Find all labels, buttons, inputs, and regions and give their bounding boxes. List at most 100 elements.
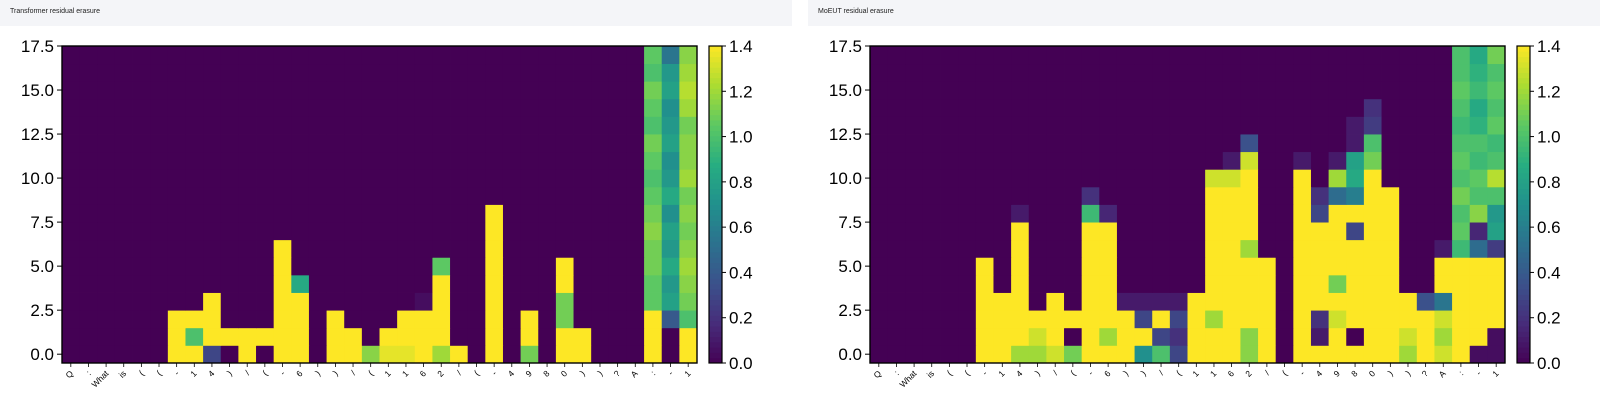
heatmap-cell	[940, 169, 959, 188]
heatmap-cell	[555, 134, 574, 153]
colorbar-tick-label: 0.6	[1537, 218, 1561, 237]
heatmap-cell	[273, 274, 292, 293]
heatmap-cell	[326, 151, 345, 170]
heatmap-cell	[167, 46, 186, 65]
colorbar-segment	[709, 230, 722, 237]
heatmap-cell	[1099, 46, 1118, 65]
heatmap-cell	[1046, 292, 1065, 311]
colorbar-segment	[709, 172, 722, 179]
heatmap-cell	[1011, 134, 1030, 153]
heatmap-cell	[975, 151, 994, 170]
heatmap-cell	[220, 134, 239, 153]
heatmap-cell	[626, 274, 645, 293]
heatmap-cell	[114, 310, 133, 329]
heatmap-cell	[97, 63, 116, 82]
colorbar-tick-label: 0.6	[729, 218, 753, 237]
heatmap-cell	[238, 292, 257, 311]
colorbar-segment	[1517, 178, 1530, 184]
heatmap-cell	[1011, 169, 1030, 188]
heatmap-cell	[361, 274, 380, 293]
heatmap-cell	[993, 151, 1012, 170]
heatmap-cell	[1240, 169, 1259, 188]
heatmap-cell	[1011, 345, 1030, 364]
heatmap-cell	[326, 257, 345, 276]
heatmap-cell	[1275, 274, 1294, 293]
heatmap-cell	[1258, 310, 1277, 329]
colorbar-segment	[1517, 98, 1530, 105]
x-tick-label: )	[1033, 368, 1042, 377]
heatmap-cell	[203, 151, 222, 170]
heatmap-cell	[1310, 81, 1330, 100]
heatmap-cell	[1222, 274, 1241, 293]
heatmap-cell	[1381, 186, 1400, 205]
heatmap-cell	[308, 257, 327, 276]
x-tick-label: )	[1139, 368, 1148, 377]
heatmap-cell	[1028, 310, 1047, 329]
heatmap-cell	[467, 63, 486, 82]
heatmap-cell	[1328, 222, 1347, 241]
heatmap-cell	[1346, 186, 1365, 205]
heatmap-cell	[679, 81, 698, 100]
heatmap-cell	[520, 274, 539, 293]
heatmap-cell	[1169, 292, 1188, 311]
heatmap-cell	[573, 310, 592, 329]
heatmap-cell	[1116, 151, 1135, 170]
colorbar-segment	[709, 114, 722, 121]
heatmap-cell	[79, 186, 98, 205]
heatmap-cell	[1469, 327, 1488, 346]
heatmap-cell	[555, 292, 574, 311]
heatmap-cell	[1381, 222, 1400, 241]
heatmap-cell	[870, 222, 889, 241]
x-tick-label: 1	[188, 368, 199, 379]
heatmap-cell	[626, 292, 645, 311]
heatmap-cell	[1416, 116, 1435, 135]
heatmap-cell	[326, 46, 345, 65]
heatmap-cell	[1381, 310, 1400, 329]
heatmap-cell	[326, 204, 345, 223]
heatmap-cell	[591, 239, 610, 258]
heatmap-cell	[626, 46, 645, 65]
heatmap-cell	[326, 239, 345, 258]
heatmap-cell	[1222, 98, 1241, 117]
heatmap-cell	[538, 239, 557, 258]
heatmap-cell	[1116, 204, 1135, 223]
heatmap-cell	[256, 239, 275, 258]
heatmap-cell	[150, 116, 169, 135]
heatmap-cell	[661, 151, 680, 170]
heatmap-cell	[1399, 169, 1418, 188]
heatmap-cell	[644, 46, 663, 65]
heatmap-cell	[1134, 345, 1153, 364]
colorbar-segment	[709, 67, 722, 73]
heatmap-cell	[922, 81, 941, 100]
colorbar-segment	[1517, 246, 1530, 253]
heatmap-cell	[1187, 46, 1206, 65]
heatmap-cell	[958, 310, 977, 329]
heatmap-cell	[870, 345, 889, 364]
heatmap-cell	[538, 186, 557, 205]
heatmap-cell	[1275, 292, 1294, 311]
heatmap-cell	[502, 98, 522, 117]
heatmap-cell	[1275, 63, 1294, 82]
heatmap-cell	[1046, 46, 1065, 65]
colorbar-segment	[1517, 230, 1530, 237]
heatmap-cell	[940, 116, 959, 135]
heatmap-cell	[555, 63, 574, 82]
heatmap-cell	[573, 345, 592, 364]
heatmap-cell	[1240, 46, 1259, 65]
heatmap-cell	[203, 169, 222, 188]
heatmap-cell	[291, 151, 310, 170]
heatmap-cell	[1028, 222, 1047, 241]
heatmap-cell	[1381, 134, 1400, 153]
heatmap-cell	[1134, 63, 1153, 82]
heatmap-cell	[1134, 222, 1153, 241]
heatmap-cell	[1081, 345, 1100, 364]
heatmap-cell	[1116, 63, 1135, 82]
heatmap-cell	[661, 169, 680, 188]
heatmap-cell	[1399, 239, 1418, 258]
heatmap-cell	[132, 186, 151, 205]
heatmap-cell	[414, 134, 433, 153]
heatmap-cell	[626, 345, 645, 364]
heatmap-cell	[1011, 204, 1030, 223]
heatmap-cell	[1169, 186, 1188, 205]
heatmap-cell	[273, 151, 292, 170]
